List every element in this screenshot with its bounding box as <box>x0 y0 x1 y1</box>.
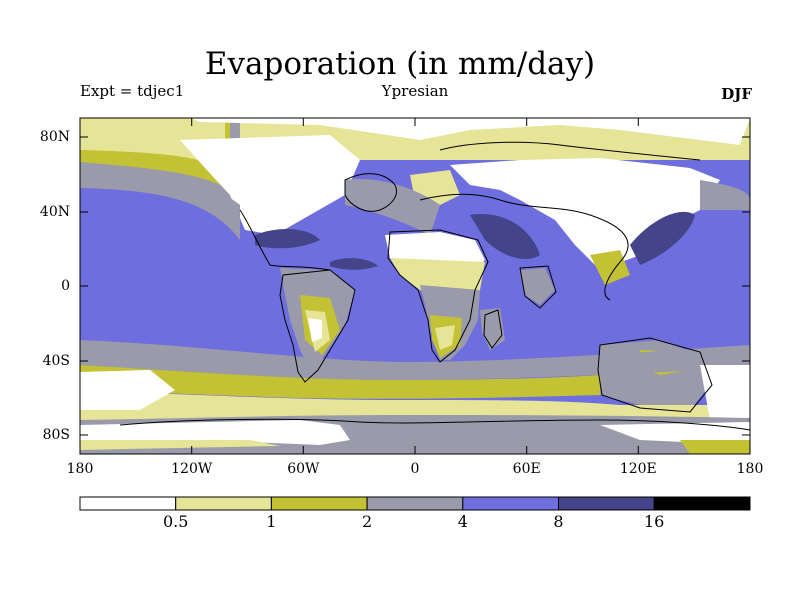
field-india <box>520 268 555 305</box>
field-polar <box>190 118 750 145</box>
colorbar-label-4: 8 <box>553 512 564 531</box>
chart-title: Evaporation (in mm/day) <box>204 46 596 82</box>
colorbar-label-0: 0.5 <box>162 512 189 531</box>
lat-label-80n: 80N <box>39 129 70 145</box>
colorbar-swatch-6 <box>653 496 751 511</box>
colorbar-label-5: 16 <box>644 512 665 531</box>
lon-label-180e: 180 <box>736 461 764 477</box>
lon-label-120w: 120W <box>171 461 213 477</box>
coast-greenland <box>344 173 397 212</box>
field-south-mid-band <box>80 365 600 399</box>
field-tethys-dark <box>470 214 540 260</box>
colorbar-swatch-3 <box>366 496 464 511</box>
coast-india <box>519 265 557 309</box>
lon-label-0: 0 <box>410 461 420 477</box>
field-antarctica-west <box>80 420 350 445</box>
field-north-atlantic-grey <box>345 179 440 235</box>
lat-label-40s: 40S <box>42 353 70 369</box>
experiment-label: Expt = tdjec1 <box>80 82 185 100</box>
colorbar-label-2: 2 <box>362 512 373 531</box>
field-antarctica-east <box>600 422 750 445</box>
field-north-east-pacific <box>700 180 750 210</box>
field-north-america <box>180 135 360 235</box>
colorbar-label-1: 1 <box>266 512 277 531</box>
lat-label-eq: 0 <box>61 278 70 294</box>
coast-south-america <box>279 269 356 383</box>
field-south-east-white <box>700 365 750 420</box>
colorbar-label-3: 4 <box>457 512 468 531</box>
field-south-grey-band <box>80 340 750 380</box>
colorbar-swatch-0 <box>79 496 177 511</box>
tick-marks <box>80 118 750 454</box>
coast-antarctica <box>119 418 750 431</box>
field-west-pacific-dark <box>630 211 695 265</box>
period-label: Ypresian <box>381 82 449 100</box>
field-south-pacific-white <box>80 370 175 410</box>
lon-label-60e: 60E <box>512 461 541 477</box>
field-antarctica-coast <box>80 440 280 450</box>
field-north-pacific-light <box>80 118 225 170</box>
coast-eurasia-south <box>419 193 629 301</box>
coast-australia <box>597 337 713 413</box>
colorbar-swatch-2 <box>270 496 368 511</box>
field-africa-south-light <box>435 325 455 350</box>
lat-label-40n: 40N <box>39 204 70 220</box>
field-gulf-dark <box>255 228 320 249</box>
map-field <box>80 118 750 454</box>
lat-label-80s: 80S <box>42 427 70 443</box>
field-se-asia <box>590 250 630 285</box>
coast-arctic <box>439 141 701 161</box>
lon-label-120e: 120E <box>619 461 657 477</box>
field-antarctica-east-coast <box>680 440 750 454</box>
colorbar-swatch-5 <box>558 496 655 511</box>
field-north-pacific-grey <box>80 175 240 240</box>
field-atlantic-dark <box>330 258 378 270</box>
colorbar <box>79 496 751 511</box>
field-south-america-dry <box>308 318 322 342</box>
lon-label-60w: 60W <box>287 461 320 477</box>
coast-north-america-west <box>239 209 331 271</box>
colorbar-swatch-1 <box>175 496 272 511</box>
lon-label-180w: 180 <box>66 461 94 477</box>
coastlines <box>119 141 750 431</box>
colorbar-swatch-4 <box>462 496 559 511</box>
season-label: DJF <box>721 85 752 103</box>
coast-madagascar <box>483 309 503 349</box>
coast-africa <box>387 229 489 363</box>
